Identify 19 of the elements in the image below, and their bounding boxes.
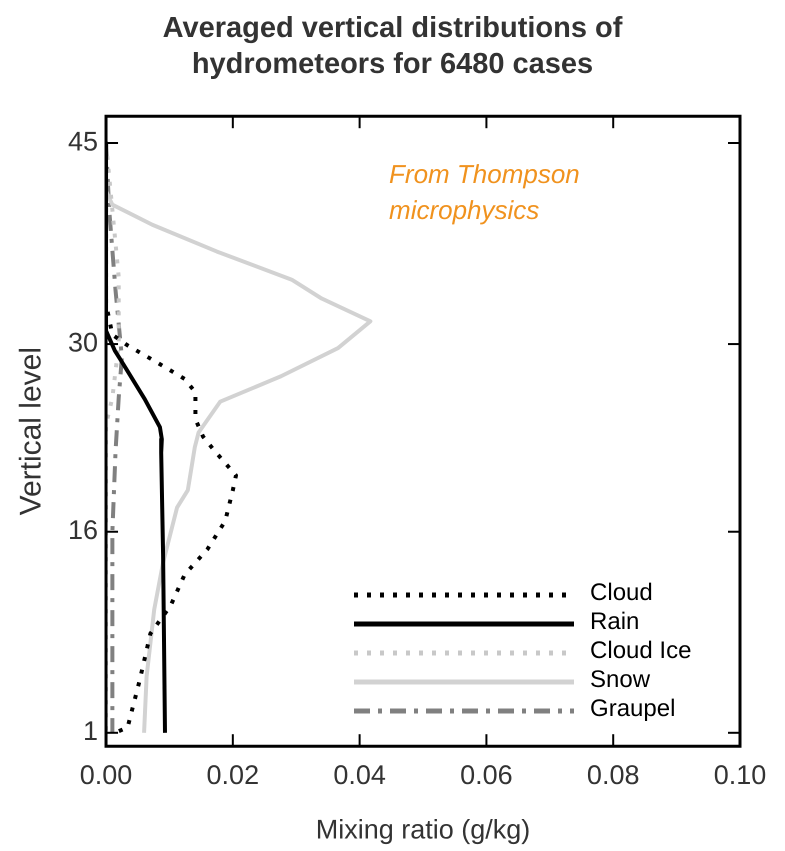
- x-tick-label: 0.10: [714, 760, 766, 790]
- text: Cloud: [590, 579, 653, 606]
- text: Rain: [590, 608, 640, 636]
- annotation: From Thompson microphysics: [389, 159, 580, 226]
- y-tick-label: 1: [83, 716, 98, 746]
- text: Graupel: [590, 695, 676, 722]
- x-axis-title: Mixing ratio (g/kg): [316, 814, 530, 844]
- x-tick-label: 0.00: [80, 760, 132, 790]
- x-tick-label: 0.02: [206, 760, 260, 790]
- y-tick-label: 16: [68, 515, 98, 546]
- y-tick-label: 45: [68, 126, 98, 156]
- text: Snow: [590, 666, 650, 694]
- x-tick-label: 0.06: [460, 760, 513, 790]
- text: Cloud Ice: [590, 637, 692, 664]
- chart-title: Averaged vertical distributions of hydrometeors for 6480 cases: [162, 11, 624, 82]
- y-axis-title: Vertical level: [14, 346, 48, 516]
- y-tick-label: 30: [68, 328, 98, 358]
- x-tick-label: 0.04: [333, 760, 386, 790]
- x-tick-label: 0.08: [586, 760, 640, 790]
